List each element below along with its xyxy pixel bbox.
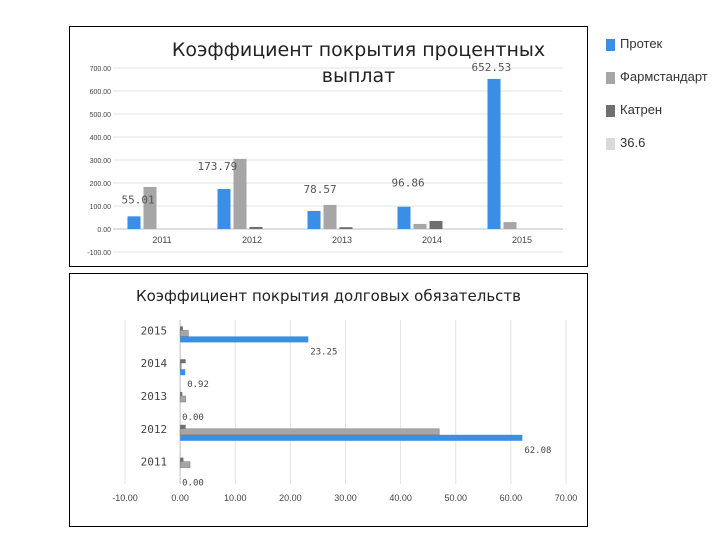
bar-Катрен xyxy=(180,392,183,396)
bar-Протек xyxy=(487,78,501,230)
legend-item-katren: Катрен xyxy=(606,102,716,135)
chart-legend: Протек Фармстандарт Катрен 36.6 xyxy=(606,36,716,168)
data-label: 652.53 xyxy=(472,61,512,74)
x-tick-label: 2013 xyxy=(332,235,352,245)
bar-Фармстандарт xyxy=(233,158,247,229)
x-tick-label: 2011 xyxy=(152,235,171,245)
y-tick-label: 500.00 xyxy=(90,112,112,119)
y-tick-label: 100.00 xyxy=(90,204,112,211)
legend-item-protek: Протек xyxy=(606,36,716,69)
y-tick-label: 300.00 xyxy=(90,158,112,165)
y-tick-label: 2013 xyxy=(141,390,168,403)
legend-label: Протек xyxy=(620,36,663,51)
y-tick-label: 700.00 xyxy=(90,66,112,73)
bar-Протек xyxy=(397,206,411,229)
y-tick-label: 2011 xyxy=(141,456,168,469)
legend-label: Фармстандарт xyxy=(620,69,708,84)
bar-36.6 xyxy=(180,322,182,327)
data-label: 23.25 xyxy=(310,347,337,357)
data-label: 96.86 xyxy=(392,177,425,190)
x-tick-label: 10.00 xyxy=(224,493,247,503)
bar-Фармстандарт xyxy=(503,222,517,229)
x-tick-label: 30.00 xyxy=(334,493,357,503)
x-tick-label: 2015 xyxy=(512,235,532,245)
bar-Катрен xyxy=(429,220,443,229)
data-label: 0.92 xyxy=(187,380,209,390)
legend-swatch xyxy=(606,105,615,117)
bar-Катрен xyxy=(180,424,186,429)
x-tick-label: 20.00 xyxy=(279,493,302,503)
bar-Катрен xyxy=(180,359,186,364)
x-tick-label: 2014 xyxy=(422,235,442,245)
y-tick-label: 2014 xyxy=(141,357,168,370)
bar-36.6 xyxy=(180,355,182,360)
bar-36.6 xyxy=(180,388,182,392)
bar-Протек xyxy=(180,336,309,343)
legend-label: 36.6 xyxy=(620,135,646,150)
bar-Протек xyxy=(180,369,186,376)
bar-Фармстандарт xyxy=(179,330,189,337)
bar-Протек xyxy=(217,189,231,229)
bar-Катрен xyxy=(339,227,353,229)
legend-label: Катрен xyxy=(620,102,663,117)
data-label: 173.79 xyxy=(198,160,238,173)
y-tick-label: 2012 xyxy=(141,423,168,436)
x-tick-label: 2012 xyxy=(242,235,262,245)
x-tick-label: 60.00 xyxy=(500,493,523,503)
data-label: 55.01 xyxy=(122,193,155,206)
interest-coverage-title: Коэффициент покрытия процентных выплат xyxy=(70,37,587,89)
y-tick-label: 0.00 xyxy=(97,227,111,234)
legend-swatch xyxy=(606,39,615,51)
bar-Протек xyxy=(127,216,141,229)
y-tick-label: 2015 xyxy=(141,324,168,337)
bar-Фармстандарт xyxy=(413,223,427,229)
legend-swatch xyxy=(606,72,615,84)
bar-Катрен xyxy=(180,326,183,331)
legend-item-36-6: 36.6 xyxy=(606,135,716,168)
title-line-1: Коэффициент покрытия процентных xyxy=(171,39,546,61)
y-tick-label: 400.00 xyxy=(90,135,112,142)
data-label: 62.08 xyxy=(524,446,551,456)
debt-coverage-chart: Коэффициент покрытия долговых обязательс… xyxy=(69,273,588,527)
y-tick-label: 200.00 xyxy=(90,181,112,188)
data-label: 0.00 xyxy=(182,479,204,489)
bar-36.6 xyxy=(180,420,182,425)
x-tick-label: -10.00 xyxy=(112,493,138,503)
bar-Протек xyxy=(307,210,321,229)
bar-36.6 xyxy=(180,453,182,458)
x-tick-label: 0.00 xyxy=(171,493,189,503)
x-tick-label: 40.00 xyxy=(389,493,412,503)
title-line-2: выплат xyxy=(321,65,396,87)
bar-Фармстандарт xyxy=(179,362,182,370)
debt-coverage-plot: -10.00 0.00 10.00 20.00 30.00 40.00 50.00 60.00… xyxy=(112,320,578,503)
bar-Катрен xyxy=(180,457,184,462)
bar-Фармстандарт xyxy=(179,428,440,436)
x-tick-label: 50.00 xyxy=(444,493,467,503)
bar-Фармстандарт xyxy=(179,461,191,468)
debt-coverage-title: Коэффициент покрытия долговых обязательс… xyxy=(135,287,521,305)
bar-Фармстандарт xyxy=(143,186,157,229)
bar-Фармстандарт xyxy=(179,395,186,403)
bar-Фармстандарт xyxy=(323,204,337,229)
x-tick-label: 70.00 xyxy=(555,493,578,503)
interest-coverage-plot: -100.00 0.00 100.00 200.00 300.00 400.00 500.0… xyxy=(87,61,563,257)
interest-coverage-chart: Коэффициент покрытия процентных выплат -… xyxy=(69,26,588,267)
bar-Катрен xyxy=(249,226,263,229)
data-label: 0.00 xyxy=(182,413,204,423)
y-tick-label: 600.00 xyxy=(90,89,112,96)
data-label: 78.57 xyxy=(304,183,337,196)
y-tick-label: -100.00 xyxy=(87,250,111,257)
legend-swatch xyxy=(606,138,615,150)
legend-item-pharmstandard: Фармстандарт xyxy=(606,69,716,102)
bar-Протек xyxy=(180,434,523,441)
